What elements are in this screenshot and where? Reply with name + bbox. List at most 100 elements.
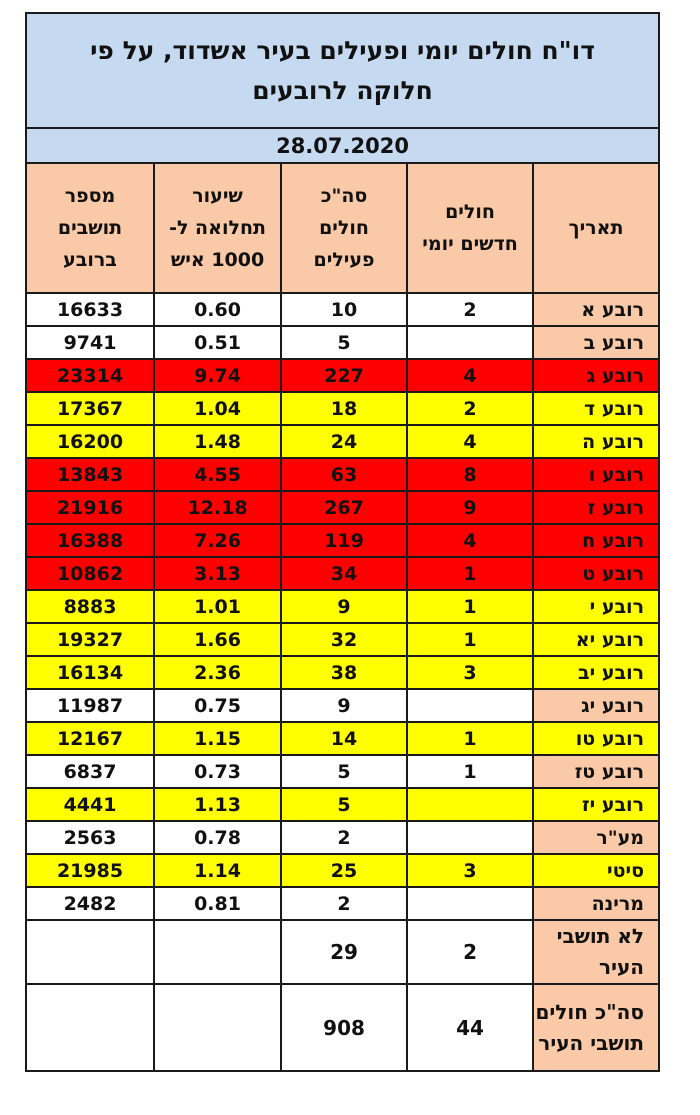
cell-residents: 9741 bbox=[24, 325, 156, 360]
cell-area-name: רובע ב bbox=[532, 325, 661, 360]
cell-total-active: 5 bbox=[280, 787, 409, 822]
cell-area-name: רובע ז bbox=[532, 490, 661, 525]
non-residents-residents bbox=[24, 919, 156, 985]
cell-residents: 4441 bbox=[24, 787, 156, 822]
cell-area-name: רובע טו bbox=[532, 721, 661, 756]
table-row: רובע יג 9 0.75 11987 bbox=[24, 688, 661, 723]
cell-new-daily bbox=[406, 820, 535, 855]
header-area-text: תאריך bbox=[568, 217, 624, 239]
cell-new-daily: 1 bbox=[406, 622, 535, 657]
table-row: רובע ט 1 34 3.13 10862 bbox=[24, 556, 661, 591]
header-residents: מספר תושבים ברובע bbox=[24, 162, 156, 294]
cell-residents: 19327 bbox=[24, 622, 156, 657]
cell-total-active: 227 bbox=[280, 358, 409, 393]
cell-rate: 2.36 bbox=[153, 655, 283, 690]
total-name: סה"כ חולים תושבי העיר bbox=[532, 983, 661, 1072]
cell-new-daily: 1 bbox=[406, 754, 535, 789]
table-row: רובע ז 9 267 12.18 21916 bbox=[24, 490, 661, 525]
cell-new-daily bbox=[406, 886, 535, 921]
cell-rate: 1.04 bbox=[153, 391, 283, 426]
cell-new-daily: 8 bbox=[406, 457, 535, 492]
cell-rate: 1.48 bbox=[153, 424, 283, 459]
table-row: רובע ג 4 227 9.74 23314 bbox=[24, 358, 661, 393]
table-row: סיטי 3 25 1.14 21985 bbox=[24, 853, 661, 888]
report-title: דו"ח חולים יומי ופעילים בעיר אשדוד, על פ… bbox=[24, 12, 661, 129]
cell-new-daily: 1 bbox=[406, 721, 535, 756]
cell-total-active: 2 bbox=[280, 886, 409, 921]
header-new-daily-text: חולים חדשים יומי bbox=[422, 201, 518, 255]
table-row: רובע ב 5 0.51 9741 bbox=[24, 325, 661, 360]
cell-area-name: רובע א bbox=[532, 292, 661, 327]
header-rate: שיעור תחלואה ל- 1000 איש bbox=[153, 162, 283, 294]
table-row: רובע א 2 10 0.60 16633 bbox=[24, 292, 661, 327]
report-sheet: דו"ח חולים יומי ופעילים בעיר אשדוד, על פ… bbox=[24, 12, 661, 1072]
table-row: רובע יז 5 1.13 4441 bbox=[24, 787, 661, 822]
cell-residents: 11987 bbox=[24, 688, 156, 723]
cell-rate: 0.78 bbox=[153, 820, 283, 855]
cell-total-active: 25 bbox=[280, 853, 409, 888]
cell-new-daily bbox=[406, 787, 535, 822]
cell-new-daily: 4 bbox=[406, 358, 535, 393]
cell-residents: 21916 bbox=[24, 490, 156, 525]
cell-rate: 1.15 bbox=[153, 721, 283, 756]
cell-new-daily: 2 bbox=[406, 292, 535, 327]
table-row: מרינה 2 0.81 2482 bbox=[24, 886, 661, 921]
total-new: 44 bbox=[406, 983, 535, 1072]
cell-rate: 12.18 bbox=[153, 490, 283, 525]
cell-area-name: מע"ר bbox=[532, 820, 661, 855]
cell-total-active: 9 bbox=[280, 688, 409, 723]
cell-residents: 10862 bbox=[24, 556, 156, 591]
report-table: דו"ח חולים יומי ופעילים בעיר אשדוד, על פ… bbox=[24, 12, 661, 1072]
cell-rate: 1.13 bbox=[153, 787, 283, 822]
cell-residents: 6837 bbox=[24, 754, 156, 789]
cell-residents: 16134 bbox=[24, 655, 156, 690]
cell-rate: 0.51 bbox=[153, 325, 283, 360]
non-residents-row: לא תושבי העיר 2 29 bbox=[24, 919, 661, 985]
cell-rate: 0.81 bbox=[153, 886, 283, 921]
total-active: 908 bbox=[280, 983, 409, 1072]
table-row: רובע יא 1 32 1.66 19327 bbox=[24, 622, 661, 657]
cell-area-name: סיטי bbox=[532, 853, 661, 888]
cell-total-active: 2 bbox=[280, 820, 409, 855]
cell-area-name: רובע יג bbox=[532, 688, 661, 723]
cell-area-name: רובע יא bbox=[532, 622, 661, 657]
cell-rate: 1.01 bbox=[153, 589, 283, 624]
cell-new-daily: 1 bbox=[406, 589, 535, 624]
cell-total-active: 24 bbox=[280, 424, 409, 459]
non-residents-rate bbox=[153, 919, 283, 985]
cell-rate: 1.14 bbox=[153, 853, 283, 888]
header-total-active: סה"כ חולים פעילים bbox=[280, 162, 409, 294]
cell-rate: 0.73 bbox=[153, 754, 283, 789]
cell-rate: 4.55 bbox=[153, 457, 283, 492]
total-rate bbox=[153, 983, 283, 1072]
cell-total-active: 5 bbox=[280, 325, 409, 360]
cell-rate: 7.26 bbox=[153, 523, 283, 558]
cell-new-daily: 2 bbox=[406, 391, 535, 426]
cell-rate: 0.75 bbox=[153, 688, 283, 723]
non-residents-active: 29 bbox=[280, 919, 409, 985]
non-residents-new: 2 bbox=[406, 919, 535, 985]
cell-total-active: 267 bbox=[280, 490, 409, 525]
cell-residents: 16388 bbox=[24, 523, 156, 558]
table-row: רובע ה 4 24 1.48 16200 bbox=[24, 424, 661, 459]
cell-total-active: 10 bbox=[280, 292, 409, 327]
report-title-text: דו"ח חולים יומי ופעילים בעיר אשדוד, על פ… bbox=[90, 35, 595, 105]
header-total-active-text: סה"כ חולים פעילים bbox=[313, 185, 375, 271]
cell-rate: 3.13 bbox=[153, 556, 283, 591]
cell-total-active: 18 bbox=[280, 391, 409, 426]
header-new-daily: חולים חדשים יומי bbox=[406, 162, 535, 294]
cell-rate: 0.60 bbox=[153, 292, 283, 327]
cell-residents: 2563 bbox=[24, 820, 156, 855]
table-row: מע"ר 2 0.78 2563 bbox=[24, 820, 661, 855]
cell-new-daily: 9 bbox=[406, 490, 535, 525]
cell-area-name: רובע ד bbox=[532, 391, 661, 426]
table-row: רובע ו 8 63 4.55 13843 bbox=[24, 457, 661, 492]
cell-total-active: 14 bbox=[280, 721, 409, 756]
cell-new-daily bbox=[406, 325, 535, 360]
cell-area-name: רובע ג bbox=[532, 358, 661, 393]
cell-total-active: 32 bbox=[280, 622, 409, 657]
table-row: רובע טו 1 14 1.15 12167 bbox=[24, 721, 661, 756]
cell-area-name: רובע ו bbox=[532, 457, 661, 492]
cell-total-active: 38 bbox=[280, 655, 409, 690]
cell-area-name: רובע י bbox=[532, 589, 661, 624]
